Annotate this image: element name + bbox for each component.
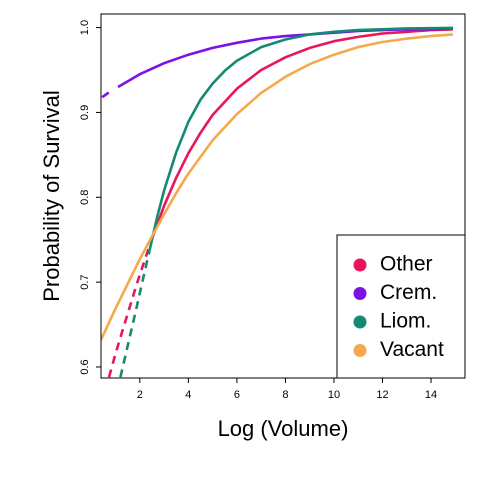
x-tick-label: 14 [425,389,437,401]
y-tick-label: 0.9 [79,105,91,120]
series-line-crem-extrapolated [101,88,114,99]
x-tick-label: 2 [137,389,143,401]
y-tick-label: 0.8 [79,190,91,205]
legend-label-crem: Crem. [380,281,437,304]
legend-items: Other Crem. Liom. Vacant [353,253,444,361]
x-tick-label: 12 [376,389,388,401]
y-axis: 0.6 0.7 0.8 0.9 1.0 [79,20,101,375]
x-tick-label: 4 [185,389,191,401]
y-tick-label: 0.6 [79,359,91,374]
x-tick-label: 10 [328,389,340,401]
series-layer [101,26,454,378]
legend-label-liom: Liom. [380,310,431,333]
legend-label-other: Other [380,253,433,276]
series-line-liom-extrapolated [119,250,151,378]
y-tick-label: 0.7 [79,274,91,289]
x-tick-label: 6 [234,389,240,401]
series-line-other-extrapolated [107,238,154,378]
y-tick-label: 1.0 [79,20,91,35]
legend: Other Crem. Liom. Vacant [336,234,466,379]
legend-marker-other [353,258,367,272]
series-line-vacant [101,33,454,341]
legend-marker-liom [353,315,367,329]
x-axis: 2 4 6 8 10 12 14 [137,378,437,401]
x-axis-title: Log (Volume) [218,416,349,441]
series-line-other [150,28,453,240]
legend-marker-crem [353,287,367,300]
series-line-liom [148,26,453,251]
plot-frame [100,13,466,379]
legend-marker-vacant [353,344,367,357]
y-axis-title: Probability of Survival [39,90,64,302]
legend-label-vacant: Vacant [380,338,444,361]
x-tick-label: 8 [282,389,288,401]
